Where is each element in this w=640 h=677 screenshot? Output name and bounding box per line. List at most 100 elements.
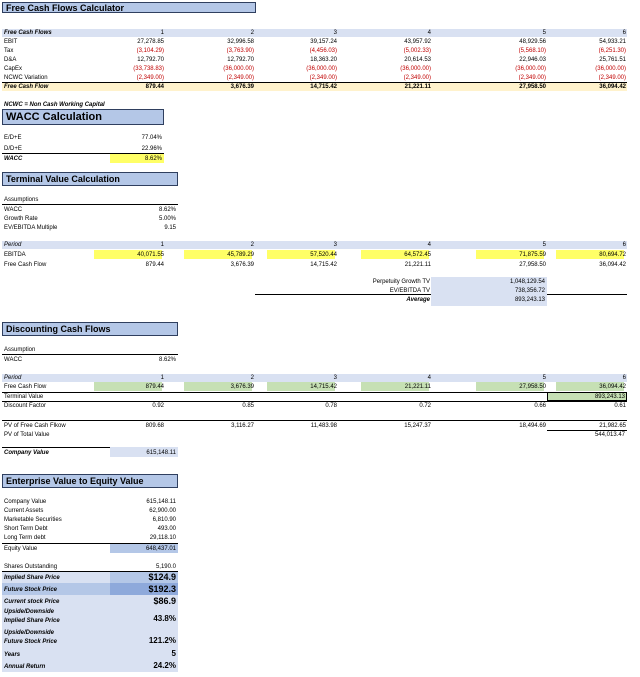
tv-period-header: 3 [333,242,337,248]
ev-fsp-label: Future Stock Price [4,587,58,593]
tv-fcf-cell: 3,676.39 [230,262,254,268]
fcf-cell: 22,946.03 [519,57,546,63]
fcf-total-cell: 27,958.50 [519,84,546,90]
dcf-pvfcf-cell: 18,494.69 [519,423,546,429]
fcf-row-label: NCWC Variation [4,75,48,81]
fcf-total-cell: 3,676.39 [230,84,254,90]
tv-ev-value: 738,356.72 [514,288,545,294]
fcf-total-cell: 879.44 [145,84,164,90]
fcf-cell: (33,738.83) [133,66,164,72]
fcf-row-label: D&A [4,57,17,63]
ev-ud1-label-2: Implied Share Price [4,618,60,624]
tv-ebitda-label: EBITDA [4,252,26,258]
fcf-footnote: NCWC = Non Cash Working Capital [4,102,105,108]
ev-row-value: 6,810.90 [152,517,176,523]
ev-ud2-label: Upside/Downside [4,630,55,636]
dcf-period-header: 6 [622,375,626,381]
dcf-fcf-line [2,392,627,393]
dcf-df-cell: 0.72 [419,403,431,409]
dcf-title: Discounting Cash Flows [2,322,178,336]
fcf-cell: 43,957.92 [404,39,431,45]
dcf-period-header: 1 [160,375,164,381]
fcf-cell: (2,349.00) [309,75,337,81]
ev-row-label: Marketable Securities [4,517,62,523]
tv-row-value: 8.62% [158,207,176,213]
tv-avg-value: 893,243.13 [514,297,545,303]
dcf-fcf-highlight [556,382,624,391]
ev-ar-value: 24.2% [153,661,176,670]
ev-row-value: 615,148.11 [146,499,176,505]
fcf-cell: 12,792.70 [137,57,164,63]
fcf-cell: 18,363.20 [310,57,337,63]
fcf-total-band [2,82,627,91]
wacc-result-label: WACC [4,156,23,162]
dcf-tv-line [2,401,627,402]
dcf-assumption-label: Assumption [4,347,36,353]
tv-ebitda-cell: 40,071.55 [137,252,164,258]
fcf-row-label: CapEx [4,66,23,72]
dcf-wacc-value: 8.62% [158,357,176,363]
dcf-fcf-highlight [94,382,162,391]
fcf-row-label: EBIT [4,39,18,45]
fcf-cell: 12,792.70 [227,57,254,63]
dcf-pvtv-label: PV of Total Value [4,432,50,438]
tv-row-value: 5.00% [158,216,176,222]
dcf-period-band [2,374,627,382]
fcf-year-header: 5 [542,30,546,36]
ev-years-value: 5 [171,649,176,658]
dcf-period-header: 4 [427,375,431,381]
dcf-df-cell: 0.85 [242,403,254,409]
fcf-cell: (2,349.00) [598,75,626,81]
tv-ebitda-cell: 57,520.44 [310,252,337,258]
fcf-year-header: 6 [622,30,626,36]
ev-ud2-value: 121.2% [148,636,176,645]
fcf-cell: (3,763.90) [226,48,254,54]
ev-fsp-band-dark [110,583,178,595]
dcf-fcf-cell: 14,715.42 [310,384,337,390]
ev-csp-label: Current stock Price [4,599,60,605]
tv-period-label: Period [4,242,22,248]
fcf-cell: (2,349.00) [226,75,254,81]
ev-row-value: 29,118.10 [149,535,176,541]
dcf-fcf-cell: 3,676.39 [230,384,254,390]
fcf-cell: 39,157.24 [310,39,337,45]
tv-pg-value: 1,048,129.54 [509,279,545,285]
ev-fsp-value: $192.3 [148,584,176,594]
ev-isp-label: Implied Share Price [4,575,60,581]
ev-shares-value: 5,190.0 [155,564,176,570]
fcf-header-band [2,29,627,37]
ev-row-label: Company Value [4,499,47,505]
dcf-period-header: 2 [250,375,254,381]
fcf-cell: (36,000.00) [400,66,431,72]
dcf-period-header: 5 [542,375,546,381]
wacc-row-label: D/D+E [4,146,22,152]
fcf-total-label: Free Cash Flow [4,84,49,90]
fcf-row-label: Tax [4,48,14,54]
tv-pg-label: Perpetuity Growth TV [372,279,430,285]
fcf-cell: (36,000.00) [306,66,337,72]
dcf-period-header: 3 [333,375,337,381]
tv-period-header: 4 [427,242,431,248]
dcf-df-cell: 0.92 [152,403,164,409]
tv-ebitda-cell: 71,875.59 [519,252,546,258]
tv-row-label: WACC [4,207,23,213]
tv-ebitda-highlight [556,250,624,259]
ev-ud1-value: 43.8% [153,614,176,623]
dcf-pvtv-value: 544,013.47 [594,432,625,438]
fcf-year-header: 4 [427,30,431,36]
tv-assumptions-line [2,204,178,205]
fcf-cell: (2,349.00) [518,75,546,81]
fcf-cell: 32,996.58 [227,39,254,45]
ev-csp-value: $86.9 [153,596,176,606]
dcf-cv-value: 615,148.11 [146,450,176,456]
tv-ebitda-cell: 45,789.29 [227,252,254,258]
tv-fcf-label: Free Cash Flow [4,262,47,268]
dcf-fcf-cell: 36,094.42 [599,384,626,390]
fcf-total-cell: 21,221.11 [404,84,431,90]
ev-row-value: 62,900.00 [149,508,176,514]
dcf-df-cell: 0.61 [614,403,626,409]
dcf-pvfcf-cell: 21,982.65 [599,423,626,429]
fcf-total-cell: 36,094.42 [599,84,626,90]
fcf-cell: (5,002.33) [403,48,431,54]
tv-title: Terminal Value Calculation [2,172,178,186]
